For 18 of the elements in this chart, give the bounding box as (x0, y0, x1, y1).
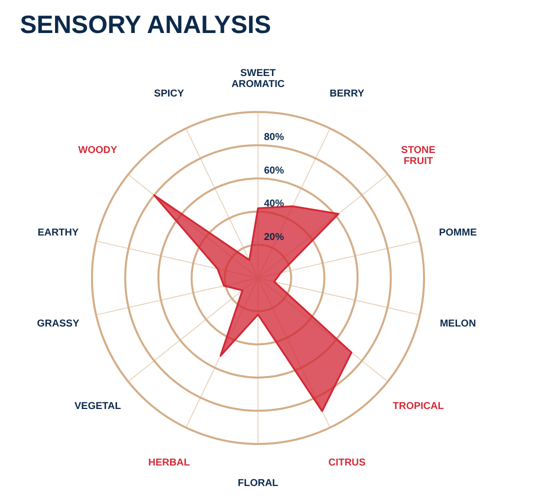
spoke-label: VEGETAL (74, 400, 121, 412)
spoke-label: WOODY (78, 145, 118, 156)
spoke-label: FLORAL (238, 478, 278, 490)
spoke-label: SWEET AROMATIC (231, 68, 285, 90)
spoke-label: BERRY (330, 88, 365, 100)
spoke-label: HERBAL (148, 458, 190, 469)
spoke-label: MELON (440, 318, 476, 330)
spoke-label: STONE FRUIT (401, 145, 436, 168)
spoke-label: TROPICAL (392, 400, 444, 412)
y-tick-label: 60% (264, 165, 284, 176)
y-tick-label: 20% (264, 232, 284, 243)
spoke-label: POMME (438, 227, 478, 238)
chart-title: SENSORY ANALYSIS (20, 10, 272, 39)
y-tick-label: 80% (264, 132, 284, 144)
spoke-label: CITRUS (328, 458, 366, 469)
spoke-label: EARTHY (38, 227, 80, 238)
spoke-label: SPICY (154, 88, 184, 100)
spoke-label: GRASSY (37, 318, 80, 330)
